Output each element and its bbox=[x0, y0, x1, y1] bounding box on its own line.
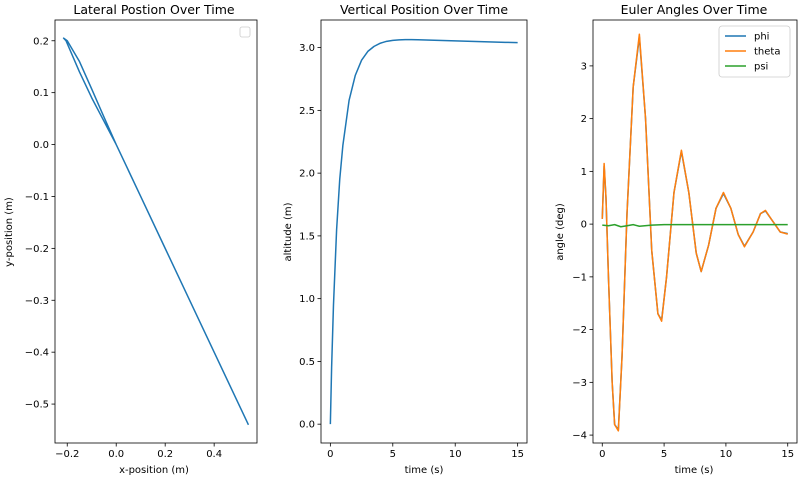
euler-xtick-label: 0 bbox=[599, 449, 605, 460]
vertical-ytick-label: 0.5 bbox=[299, 357, 315, 368]
euler-ytick-label: 3 bbox=[581, 61, 587, 72]
vertical-position-panel: Vertical Position Over Time 0 5 10 15 0.0 0.5… bbox=[283, 2, 528, 476]
euler-ytick-label: −4 bbox=[572, 431, 587, 442]
lateral-ytick-label: −0.2 bbox=[25, 244, 49, 255]
vertical-ytick-label: 3.0 bbox=[299, 43, 315, 54]
lateral-ytick-label: −0.5 bbox=[25, 400, 49, 411]
vertical-xtick-label: 10 bbox=[449, 449, 462, 460]
euler-angles-legend: phi theta psi bbox=[718, 25, 791, 78]
euler-axes-frame bbox=[592, 19, 798, 444]
lateral-ytick-label: 0.2 bbox=[33, 36, 49, 47]
legend-frame bbox=[718, 25, 791, 78]
vertical-xtick-label: 0 bbox=[327, 449, 333, 460]
vertical-ytick-label: 1.5 bbox=[299, 231, 315, 242]
legend-label-theta: theta bbox=[754, 47, 780, 58]
vertical-axes-frame bbox=[320, 19, 528, 444]
euler-ytick-label: 2 bbox=[581, 114, 587, 125]
vertical-xtick-label: 5 bbox=[390, 449, 396, 460]
vertical-position-ylabel: altitude (m) bbox=[283, 202, 294, 261]
vertical-xtick-label: 15 bbox=[511, 449, 524, 460]
lateral-xtick-label: 0.4 bbox=[206, 449, 222, 460]
lateral-xtick-label: −0.2 bbox=[55, 449, 79, 460]
vertical-ytick-label: 2.5 bbox=[299, 106, 315, 117]
lateral-position-panel: Lateral Postion Over Time −0.2 0.0 0.2 0.4 0… bbox=[4, 2, 258, 476]
euler-ytick-label: 1 bbox=[581, 167, 587, 178]
euler-ytick-label: −1 bbox=[572, 272, 587, 283]
euler-angles-panel: Euler Angles Over Time 0 5 10 153210−1−2−3−… bbox=[555, 2, 798, 476]
legend-label-psi: psi bbox=[754, 62, 768, 73]
lateral-xtick-label: 0.0 bbox=[108, 449, 124, 460]
euler-xtick-label: 10 bbox=[720, 449, 733, 460]
vertical-position-xlabel: time (s) bbox=[405, 465, 444, 476]
euler-ytick-label: −2 bbox=[572, 325, 587, 336]
lateral-position-plot: −0.2 0.0 0.2 0.4 0.2 0.1 0.0 −0.1 −0.2 −0.3 −0.4 −0… bbox=[25, 19, 258, 460]
lateral-ytick-label: 0.0 bbox=[33, 140, 49, 151]
lateral-position-legend-box bbox=[239, 26, 251, 38]
euler-angles-xlabel: time (s) bbox=[675, 465, 714, 476]
euler-line-psi bbox=[602, 223, 788, 228]
lateral-position-title: Lateral Postion Over Time bbox=[73, 2, 235, 17]
lateral-ytick-label: −0.3 bbox=[25, 296, 49, 307]
vertical-ytick-label: 1.0 bbox=[299, 294, 315, 305]
lateral-line-series-0 bbox=[62, 37, 250, 426]
vertical-ytick-label: 0.0 bbox=[299, 420, 315, 431]
vertical-line-series-0 bbox=[329, 38, 518, 425]
euler-ytick-label: −3 bbox=[572, 378, 587, 389]
vertical-position-title: Vertical Position Over Time bbox=[340, 2, 508, 17]
lateral-axes-frame bbox=[54, 19, 258, 444]
lateral-position-xlabel: x-position (m) bbox=[119, 465, 189, 476]
euler-angles-title: Euler Angles Over Time bbox=[621, 2, 768, 17]
legend-label-phi: phi bbox=[754, 32, 769, 43]
lateral-xtick-label: 0.2 bbox=[157, 449, 173, 460]
vertical-ytick-label: 2.0 bbox=[299, 169, 315, 180]
vertical-position-plot: 0 5 10 15 0.0 0.5 1.0 1.5 2.0 2.5 3.0 bbox=[299, 19, 528, 460]
euler-xtick-label: 5 bbox=[661, 449, 667, 460]
euler-angles-ylabel: angle (deg) bbox=[555, 203, 566, 261]
lateral-position-ylabel: y-position (m) bbox=[4, 197, 15, 267]
euler-line-theta bbox=[601, 33, 788, 432]
euler-xtick-label: 15 bbox=[781, 449, 794, 460]
lateral-ytick-label: −0.4 bbox=[25, 348, 49, 359]
euler-ytick-label: 0 bbox=[581, 220, 587, 231]
lateral-ytick-label: 0.1 bbox=[33, 88, 49, 99]
lateral-ytick-label: −0.1 bbox=[25, 192, 49, 203]
